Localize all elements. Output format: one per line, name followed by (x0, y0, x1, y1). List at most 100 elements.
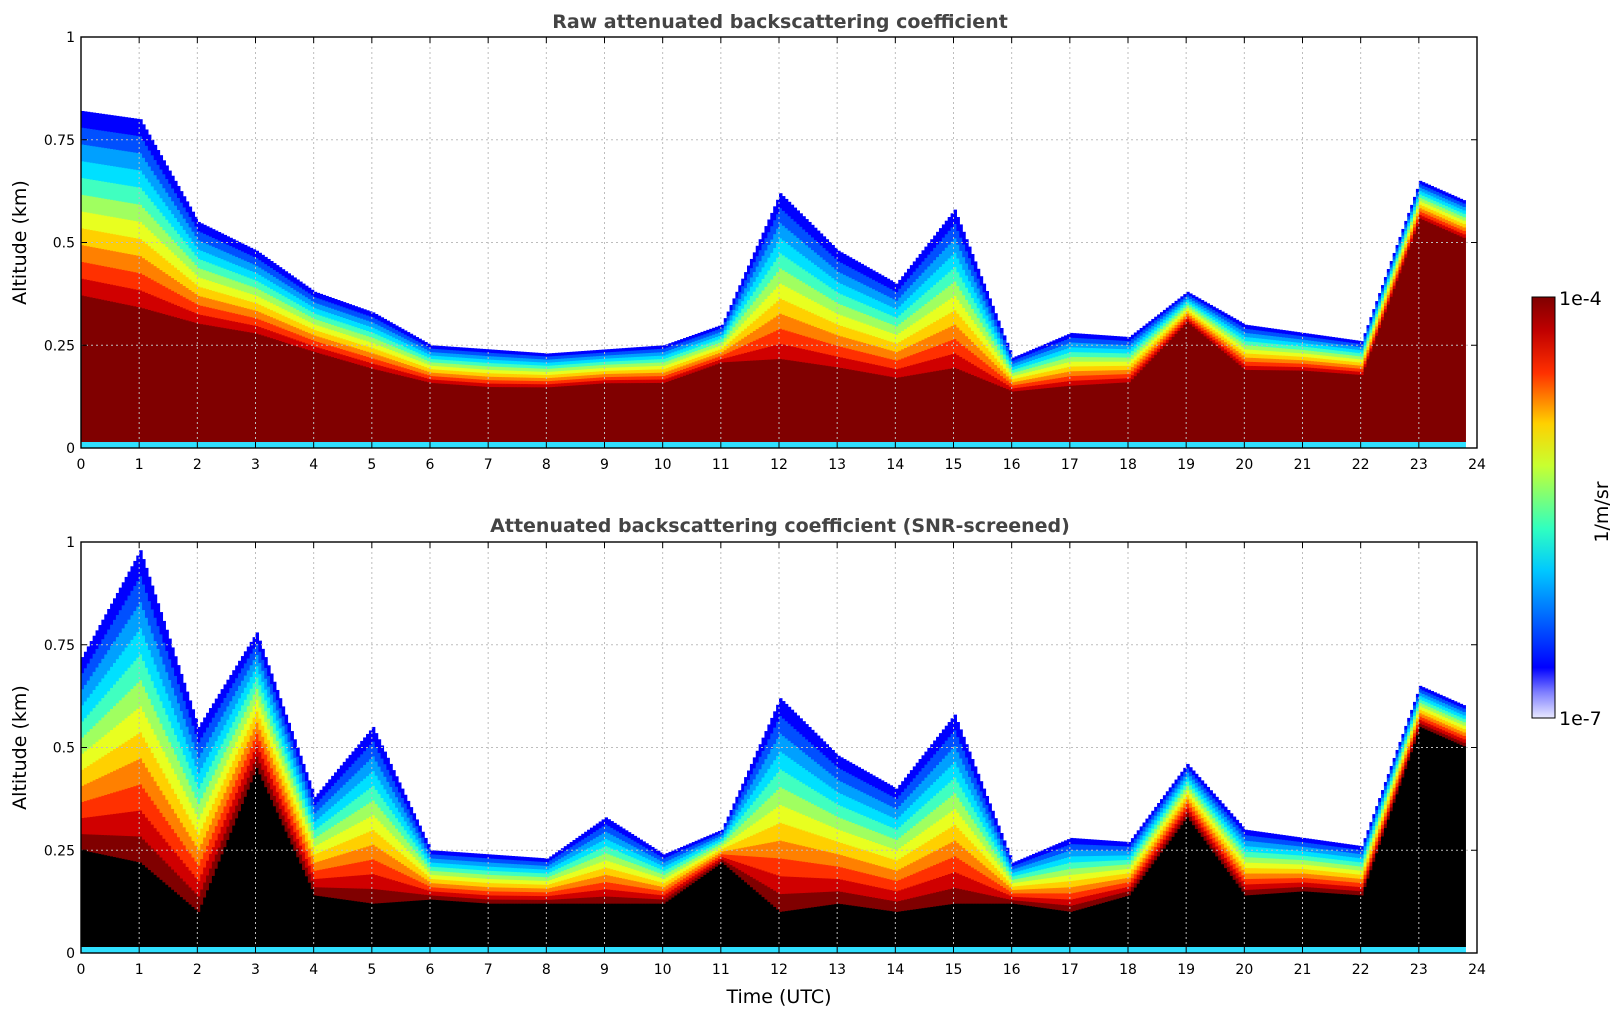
heatmap-cell (226, 311, 230, 321)
heatmap-cell (511, 364, 515, 369)
heatmap-cell (720, 331, 725, 336)
heatmap-cell (287, 330, 291, 338)
heatmap-cell (508, 364, 513, 368)
heatmap-cell (153, 250, 158, 267)
heatmap-cell (310, 442, 315, 448)
heatmap-cell (101, 299, 105, 318)
heatmap-cell (267, 258, 271, 267)
heatmap-cell (651, 372, 655, 377)
heatmap-cell (197, 268, 201, 279)
heatmap-cell (476, 389, 481, 442)
heatmap-cell (863, 304, 867, 315)
heatmap-cell (171, 188, 175, 202)
heatmap-cell (810, 262, 815, 276)
heatmap-cell (1014, 388, 1019, 392)
heatmap-cell (1034, 347, 1039, 353)
heatmap-cell (616, 386, 620, 442)
heatmap-cell (258, 304, 262, 313)
heatmap-cell (1034, 442, 1039, 448)
heatmap-cell (715, 357, 719, 362)
heatmap-cell (461, 378, 466, 383)
heatmap-cell (578, 375, 582, 380)
heatmap-cell (485, 356, 489, 361)
heatmap-cell (302, 336, 306, 344)
heatmap-cell (456, 364, 460, 369)
heatmap-cell (979, 294, 984, 305)
heatmap-cell (139, 256, 143, 274)
heatmap-cell (898, 279, 902, 290)
heatmap-cell (476, 355, 481, 360)
heatmap-cell (933, 260, 937, 274)
heatmap-cell (962, 269, 966, 284)
heatmap-cell (357, 442, 361, 448)
heatmap-cell (139, 239, 143, 257)
heatmap-cell (988, 366, 992, 376)
heatmap-cell (592, 362, 597, 367)
heatmap-cell (1026, 375, 1030, 381)
heatmap-cell (171, 226, 175, 241)
heatmap-cell (162, 314, 166, 329)
heatmap-cell (630, 373, 635, 378)
heatmap-cell (235, 273, 239, 282)
heatmap-cell (874, 327, 879, 338)
heatmap-cell (520, 358, 524, 362)
heatmap-cell (589, 378, 594, 382)
heatmap-cell (366, 325, 370, 332)
heatmap-cell (191, 281, 196, 293)
heatmap-cell (886, 385, 891, 442)
heatmap-cell (1052, 340, 1056, 346)
heatmap-cell (491, 387, 495, 392)
heatmap-cell (793, 305, 798, 320)
heatmap-cell (83, 442, 88, 448)
heatmap-cell (200, 269, 204, 279)
heatmap-cell (813, 314, 818, 328)
heatmap-cell (773, 442, 777, 448)
heatmap-cell (665, 354, 670, 359)
heatmap-cell (927, 289, 931, 303)
heatmap-cell (403, 376, 408, 382)
heatmap-cell (790, 247, 795, 263)
heatmap-cell (895, 283, 899, 293)
heatmap-cell (729, 320, 734, 327)
heatmap-cell (962, 231, 966, 246)
heatmap-cell (400, 354, 405, 360)
heatmap-cell (174, 317, 178, 331)
heatmap-cell (976, 327, 981, 339)
heatmap-cell (272, 269, 277, 278)
heatmap-cell (398, 366, 402, 372)
heatmap-cell (491, 356, 495, 361)
heatmap-cell (703, 334, 707, 339)
heatmap-cell (528, 355, 533, 360)
heatmap-cell (121, 218, 126, 237)
heatmap-cell (142, 141, 146, 159)
heatmap-cell (1008, 353, 1013, 359)
heatmap-cell (555, 383, 559, 388)
heatmap-cell (473, 372, 478, 377)
heatmap-cell (235, 281, 239, 291)
heatmap-cell (86, 195, 91, 214)
heatmap-cell (1055, 339, 1059, 345)
heatmap-cell (944, 315, 949, 330)
heatmap-cell (537, 387, 542, 392)
heatmap-cell (211, 326, 216, 336)
heatmap-cell (316, 352, 321, 360)
heatmap-cell (619, 376, 623, 381)
heatmap-cell (613, 380, 617, 384)
heatmap-cell (793, 263, 798, 278)
heatmap-cell (203, 442, 207, 448)
heatmap-cell (354, 321, 358, 328)
heatmap-cell (441, 356, 446, 361)
heatmap-cell (319, 348, 323, 355)
heatmap-cell (659, 369, 664, 374)
heatmap-cell (994, 319, 998, 327)
heatmap-cell (86, 279, 91, 298)
heatmap-cell (968, 442, 972, 448)
heatmap-cell (482, 390, 486, 442)
heatmap-cell (796, 334, 800, 349)
heatmap-cell (787, 374, 792, 442)
heatmap-cell (723, 442, 728, 448)
heatmap-cell (345, 308, 350, 315)
heatmap-cell (1029, 371, 1033, 376)
heatmap-cell (784, 442, 789, 448)
heatmap-cell (357, 333, 361, 340)
